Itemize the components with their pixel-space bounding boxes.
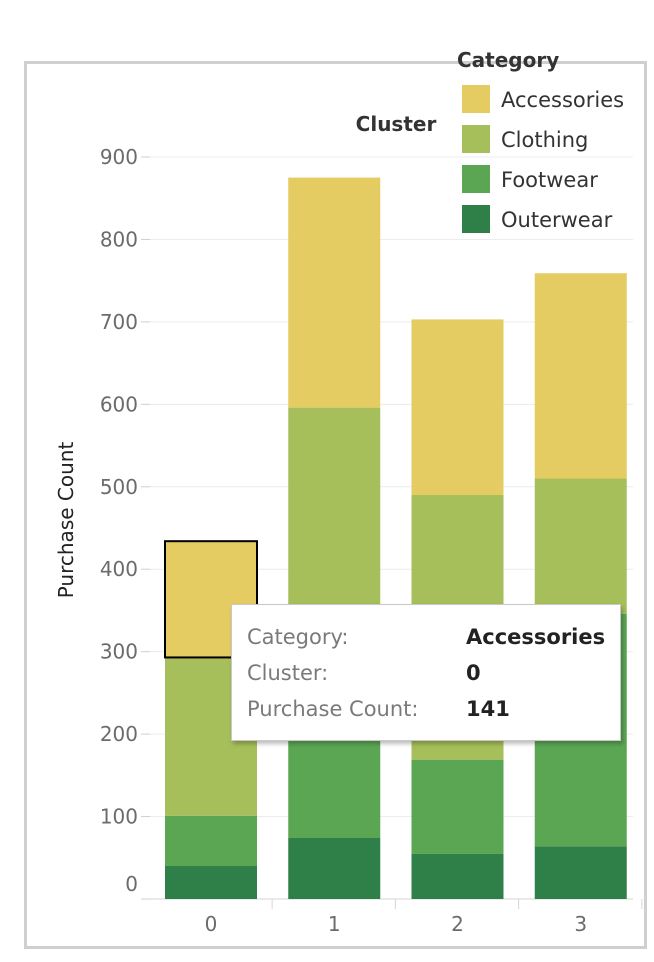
y-tick-label: 400 [100,557,138,581]
bar-segment[interactable] [288,837,381,899]
tooltip-row-cluster: Cluster: 0 [247,661,481,685]
tooltip-key: Purchase Count: [247,697,419,721]
legend-label: Clothing [501,128,588,152]
tooltip-row-category: Category: Accessories [247,625,605,649]
legend-swatch [462,205,490,233]
bar-segment[interactable] [534,478,627,614]
bar-segment[interactable] [534,273,627,479]
legend-item[interactable]: Clothing [462,125,588,153]
legend-swatch [462,85,490,113]
bar-segment[interactable] [288,407,381,611]
y-tick-label: 800 [100,227,138,251]
tooltip-value: 141 [466,697,510,721]
y-tick-label: 900 [100,145,138,169]
bar-segment[interactable] [534,846,627,899]
y-tick-label: 700 [100,310,138,334]
legend-swatch [462,165,490,193]
legend: Accessories Clothing Footwear Outerwear [462,85,624,233]
bar-segment[interactable] [288,177,381,408]
tooltip-row-purchase-count: Purchase Count: 141 [247,697,510,721]
legend-label: Footwear [501,168,598,192]
y-tick-label: 300 [100,640,138,664]
tooltip-value: Accessories [466,625,606,649]
bar-segment[interactable] [411,319,504,496]
tooltip-key: Cluster: [247,661,329,685]
y-tick-label: 0 [125,872,138,896]
x-tick-label: 3 [574,912,587,936]
x-tick-label: 2 [451,912,464,936]
legend-item[interactable]: Accessories [462,85,624,113]
legend-title: Category [457,48,559,72]
legend-label: Outerwear [501,208,613,232]
x-tick-label: 0 [205,912,218,936]
tooltip-value: 0 [466,661,481,685]
bar-segment[interactable] [165,815,257,867]
tooltip: Category: Accessories Cluster: 0 Purchas… [231,604,621,741]
bar-segment[interactable] [165,866,257,899]
y-tick-label: 200 [100,722,138,746]
y-tick-label: 600 [100,392,138,416]
legend-swatch [462,125,490,153]
legend-item[interactable]: Outerwear [462,205,613,233]
tooltip-key: Category: [247,625,349,649]
y-tick-label: 100 [100,805,138,829]
legend-item[interactable]: Footwear [462,165,598,193]
legend-label: Accessories [501,88,624,112]
y-axis-title: Purchase Count [54,442,78,599]
x-axis-title: Cluster [356,112,437,136]
y-tick-label: 500 [100,475,138,499]
x-tick-label: 1 [328,912,341,936]
bar-segment[interactable] [411,759,504,854]
chart-frame [24,61,647,949]
bar-segment[interactable] [411,853,504,899]
bars [164,177,627,899]
y-axis-ticks: 0 100 200 300 400 500 600 700 800 900 [100,145,150,900]
x-axis-ticks: 0 1 2 3 [205,899,643,936]
